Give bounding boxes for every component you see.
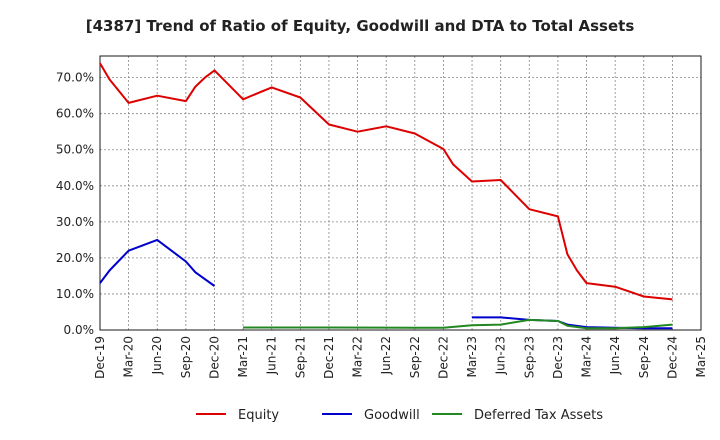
y-tick-label: 30.0% bbox=[56, 215, 94, 229]
x-tick-label: Mar-24 bbox=[580, 336, 594, 377]
x-tick-label: Sep-24 bbox=[637, 336, 651, 378]
x-tick-label: Dec-22 bbox=[436, 336, 450, 379]
y-tick-label: 40.0% bbox=[56, 179, 94, 193]
x-tick-label: Dec-20 bbox=[207, 336, 221, 379]
series-line-goodwill bbox=[99, 238, 216, 287]
legend-label: Equity bbox=[238, 408, 279, 423]
chart-title: [4387] Trend of Ratio of Equity, Goodwil… bbox=[86, 17, 635, 35]
y-tick-label: 10.0% bbox=[56, 287, 94, 301]
x-tick-label: Sep-23 bbox=[522, 336, 536, 378]
legend-label: Deferred Tax Assets bbox=[474, 408, 603, 423]
y-tick-label: 50.0% bbox=[56, 143, 94, 157]
x-tick-label: Mar-20 bbox=[122, 336, 136, 377]
x-tick-label: Dec-23 bbox=[551, 336, 565, 379]
y-tick-label: 70.0% bbox=[56, 71, 94, 85]
x-tick-label: Sep-21 bbox=[293, 336, 307, 378]
y-tick-label: 20.0% bbox=[56, 251, 94, 265]
x-tick-label: Mar-22 bbox=[351, 336, 365, 377]
x-tick-label: Mar-25 bbox=[694, 336, 708, 377]
legend-label: Goodwill bbox=[364, 408, 420, 423]
x-tick-label: Jun-24 bbox=[608, 336, 622, 375]
x-tick-label: Sep-22 bbox=[408, 336, 422, 378]
y-tick-label: 0.0% bbox=[64, 323, 95, 337]
x-tick-label: Sep-20 bbox=[179, 336, 193, 378]
x-tick-label: Mar-21 bbox=[236, 336, 250, 377]
x-tick-label: Jun-21 bbox=[265, 336, 279, 375]
x-tick-label: Dec-19 bbox=[93, 336, 107, 379]
grid bbox=[100, 56, 701, 330]
x-tick-label: Dec-24 bbox=[665, 336, 679, 379]
legend: Equity Goodwill Deferred Tax Assets bbox=[196, 408, 603, 423]
x-axis-tick-labels: Dec-19 Mar-20 Jun-20 Sep-20 Dec-20 Mar-21 Jun-… bbox=[93, 336, 708, 379]
x-tick-label: Jun-22 bbox=[379, 336, 393, 375]
series-line-equity bbox=[99, 62, 673, 301]
x-tick-label: Jun-20 bbox=[150, 336, 164, 375]
plot-area bbox=[99, 55, 702, 331]
series-layer bbox=[99, 62, 673, 330]
y-tick-label: 60.0% bbox=[56, 107, 94, 121]
series-line-deferred-tax-assets bbox=[243, 318, 673, 330]
x-tick-label: Jun-23 bbox=[494, 336, 508, 375]
x-tick-label: Mar-23 bbox=[465, 336, 479, 377]
x-tick-label: Dec-21 bbox=[322, 336, 336, 379]
y-axis-tick-labels: 0.0% 10.0% 20.0% 30.0% 40.0% 50.0% 60.0% 70.0% bbox=[56, 71, 94, 337]
